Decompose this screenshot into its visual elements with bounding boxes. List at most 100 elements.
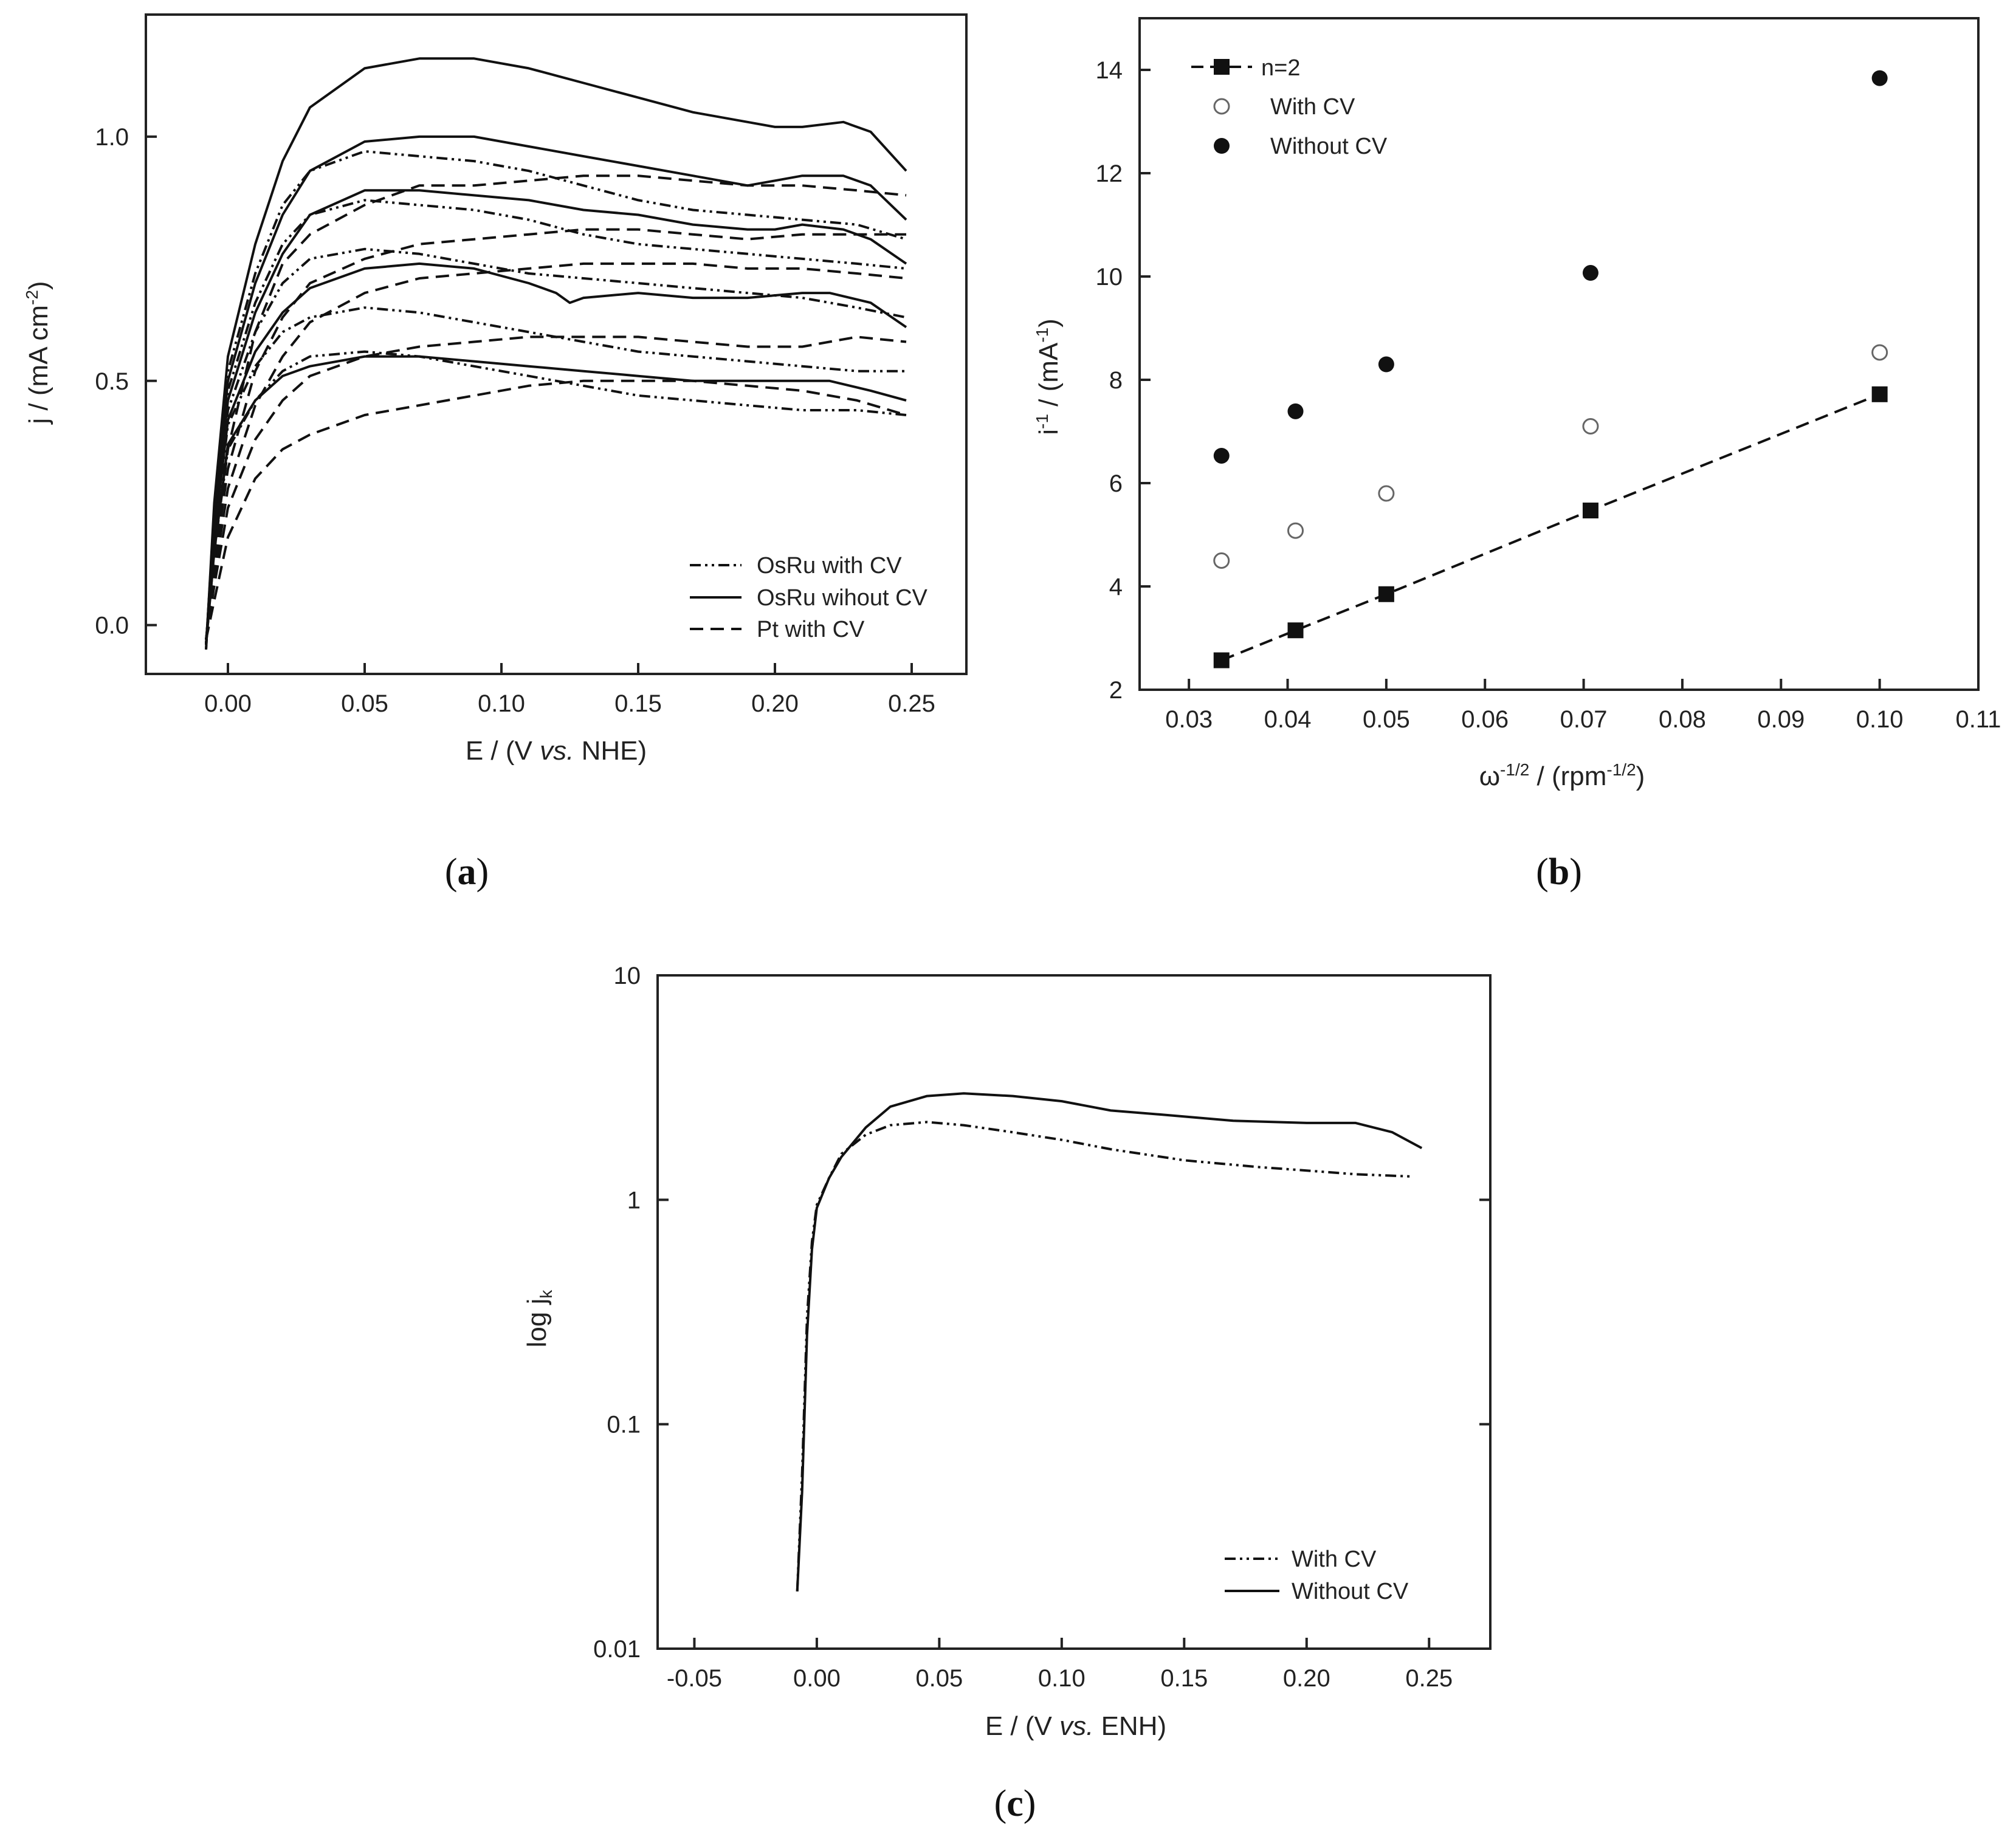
panel-b-ytick-label: 4 — [1109, 574, 1123, 600]
panel-b-series-line-n-2 — [1221, 393, 1881, 662]
panel-c-ylabel: log jk — [522, 1290, 556, 1348]
legend-label-without-cv: Without CV — [1270, 134, 1388, 159]
panel-c-series-line-with-cv — [796, 1121, 1413, 1592]
panel-b-ytick-label: 8 — [1109, 367, 1123, 394]
panel-a-xtick-label: 0.20 — [751, 690, 799, 717]
legend-label-pt-with-cv: Pt with CV — [757, 617, 865, 642]
panel-a-series-line-pt-with-cv — [205, 262, 907, 640]
panel-c-plot-frame — [656, 974, 1492, 1650]
legend-label-osru-without-cv: OsRu wihout CV — [757, 585, 928, 611]
panel-b-point-n-2 — [1871, 386, 1888, 402]
panel-a-series-line-pt-with-cv — [205, 379, 907, 641]
panel-c-xtick-label: 0.15 — [1160, 1665, 1208, 1692]
panel-b-ytick-label: 10 — [1096, 264, 1123, 290]
panel-b-xtick-label: 0.09 — [1757, 706, 1805, 733]
panel-b-point-without-cv — [1871, 70, 1888, 86]
panel-a-series-group — [205, 57, 907, 650]
panel-a-ylabel: j / (mA cm-2) — [22, 281, 53, 425]
panel-a-ticks: 0.00 0.05 0.10 0.15 0.20 0.25 0.0 0.5 1.0 — [95, 124, 935, 717]
panel-c-xtick-label: 0.25 — [1405, 1665, 1453, 1692]
legend-swatch-n2-marker — [1214, 59, 1230, 75]
panel-b-point-with-cv — [1582, 418, 1599, 435]
legend-swatch-with-cv — [1213, 98, 1230, 115]
panel-c-ytick-label: 10 — [614, 963, 641, 989]
panel-b-xtick-label: 0.08 — [1659, 706, 1706, 733]
panel-b-xtick-label: 0.04 — [1264, 706, 1312, 733]
panel-b-point-with-cv — [1287, 522, 1304, 539]
panel-c-ytick-label: 0.1 — [607, 1412, 641, 1438]
panel-b-ticks: 0.03 0.04 0.05 0.06 0.07 0.08 0.09 0.10 0.11 2 4 6 8… — [1096, 57, 2001, 733]
panel-a-xtick-label: 0.25 — [888, 690, 935, 717]
panel-b-point-n-2 — [1378, 586, 1394, 602]
panel-a-ytick-label: 1.0 — [95, 124, 129, 151]
panel-a-xlabel: E / (V vs. NHE) — [466, 736, 647, 766]
panel-c-caption: (c) — [994, 1783, 1036, 1824]
panel-a-series-line-pt-with-cv — [205, 335, 907, 641]
panel-a-series-line-osru-wihout-cv — [205, 135, 907, 645]
panel-a-xtick-label: 0.00 — [204, 690, 252, 717]
legend-label-n2: n=2 — [1261, 55, 1300, 81]
panel-b-point-without-cv — [1378, 356, 1394, 373]
panel-b-legend: n=2 With CV Without CV — [1191, 55, 1388, 159]
panel-a-xtick-label: 0.10 — [478, 690, 525, 717]
panel-b-point-with-cv — [1213, 552, 1230, 569]
panel-c-series-group — [796, 1092, 1423, 1592]
panel-a-xtick-label: 0.05 — [341, 690, 388, 717]
panel-b-point-without-cv — [1213, 447, 1230, 464]
panel-b-xtick-label: 0.11 — [1956, 706, 2001, 733]
panel-b-ytick-label: 6 — [1109, 470, 1123, 497]
panel-b-point-n-2 — [1582, 503, 1598, 519]
panel-c-xtick-label: 0.05 — [915, 1665, 963, 1692]
legend-label-c-without-cv: Without CV — [1292, 1579, 1409, 1604]
panel-c-ticks: -0.05 0.00 0.05 0.10 0.15 0.20 0.25 0.01 0.1 1 10 — [593, 963, 1490, 1692]
panel-b-ylabel: i-1 / (mA-1) — [1033, 318, 1064, 435]
panel-b-ytick-label: 14 — [1096, 57, 1123, 84]
panel-a-series-line-osru-with-cv — [205, 306, 906, 645]
panel-c-xtick-label: 0.00 — [793, 1665, 841, 1692]
panel-a-series-line-pt-with-cv — [205, 174, 907, 640]
panel-a-ytick-label: 0.0 — [95, 613, 129, 639]
panel-b-point-without-cv — [1287, 403, 1304, 419]
panel-b-point-n-2 — [1213, 652, 1230, 668]
panel-b-xtick-label: 0.03 — [1165, 706, 1213, 733]
panel-c-series-line-without-cv — [796, 1092, 1423, 1592]
panel-b-ytick-label: 12 — [1096, 160, 1123, 187]
panel-c-xtick-label: 0.20 — [1283, 1665, 1330, 1692]
panel-c-ytick-label: 1 — [627, 1187, 641, 1214]
panel-a-series-line-osru-with-cv — [205, 199, 907, 645]
panel-b-point-with-cv — [1378, 485, 1395, 502]
panel-a-xtick-label: 0.15 — [614, 690, 662, 717]
panel-b-plot-frame — [1138, 17, 1980, 691]
panel-b-xtick-label: 0.06 — [1461, 706, 1509, 733]
panel-b-point-without-cv — [1582, 265, 1598, 281]
panel-b-xtick-label: 0.10 — [1856, 706, 1904, 733]
panel-a-legend: OsRu with CV OsRu wihout CV Pt with CV — [690, 553, 928, 642]
panel-c-xtick-label: -0.05 — [667, 1665, 722, 1692]
panel-c: -0.05 0.00 0.05 0.10 0.15 0.20 0.250.010.1110 … — [522, 963, 1492, 1824]
panel-a-ytick-label: 0.5 — [95, 368, 129, 395]
panel-c-legend: With CV Without CV — [1225, 1547, 1409, 1604]
panel-b-series-group — [1213, 70, 1888, 668]
panel-b-point-with-cv — [1871, 344, 1888, 361]
panel-a-series-line-osru-with-cv — [205, 150, 907, 650]
panel-a-caption: (a) — [445, 851, 489, 893]
legend-swatch-without-cv — [1214, 138, 1230, 154]
panel-a-series-line-osru-wihout-cv — [205, 262, 907, 645]
panel-a-series-line-osru-wihout-cv — [205, 189, 907, 645]
panel-a-series-line-osru-with-cv — [205, 247, 907, 645]
legend-label-osru-with-cv: OsRu with CV — [757, 553, 902, 579]
panel-b-point-n-2 — [1287, 622, 1304, 639]
panel-b-caption: (b) — [1536, 851, 1582, 893]
panel-c-xtick-label: 0.10 — [1038, 1665, 1086, 1692]
panel-b: 0.03 0.04 0.05 0.06 0.07 0.08 0.09 0.10 0.11 2 4 6 8… — [1033, 17, 2001, 893]
panel-a-plot-frame — [145, 13, 968, 675]
panel-a-series-line-osru-with-cv — [205, 350, 907, 645]
panel-c-ytick-label: 0.01 — [593, 1636, 641, 1663]
panel-c-xlabel: E / (V vs. ENH) — [985, 1711, 1166, 1741]
panel-b-xtick-label: 0.07 — [1560, 706, 1608, 733]
panel-a-series-line-pt-with-cv — [205, 228, 906, 640]
panel-b-ytick-label: 2 — [1109, 677, 1123, 704]
panel-a-series-line-osru-wihout-cv — [205, 57, 907, 650]
panel-b-xtick-label: 0.05 — [1363, 706, 1410, 733]
